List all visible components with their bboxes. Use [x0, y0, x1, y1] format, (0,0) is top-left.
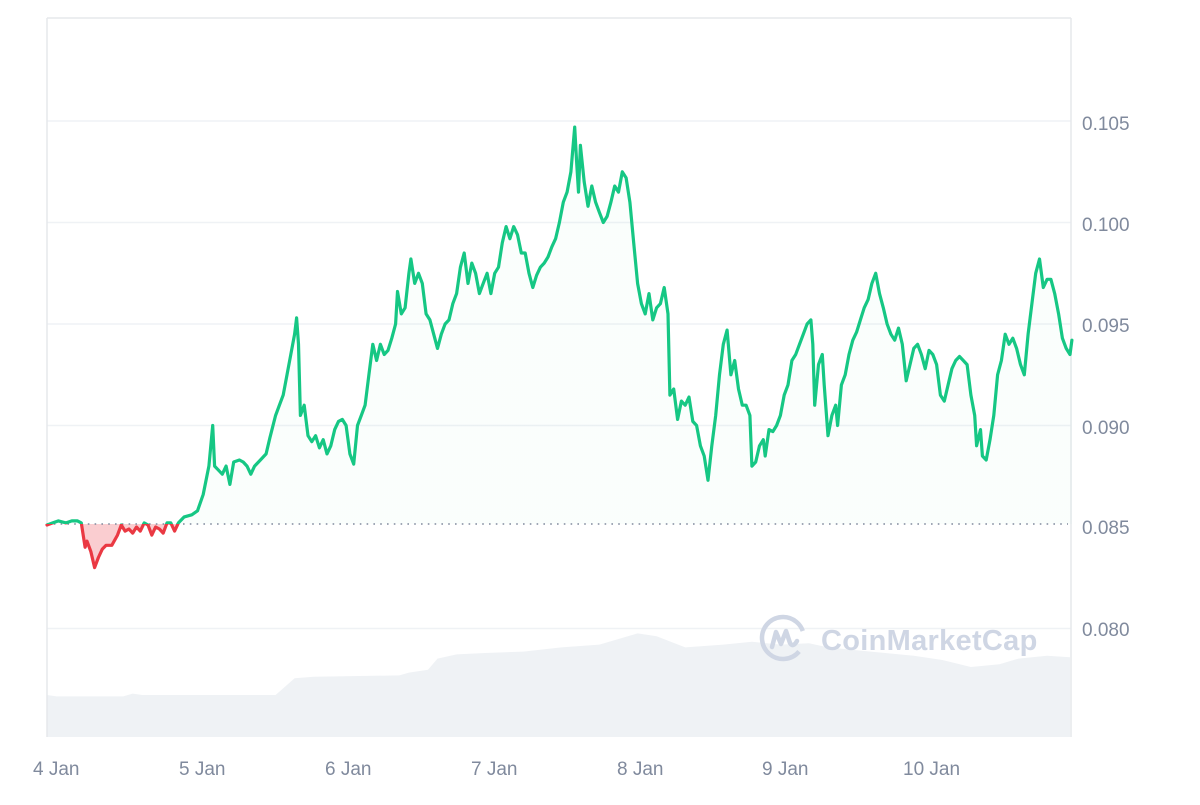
price-line-up[interactable]: [45, 125, 1074, 567]
y-tick-label: 0.095: [1082, 316, 1130, 337]
price-area-up: [47, 127, 1072, 524]
y-tick-label: 0.105: [1082, 114, 1130, 135]
x-tick-label: 5 Jan: [179, 759, 225, 780]
y-tick-label: 0.080: [1082, 620, 1130, 641]
coinmarketcap-logo-icon: [759, 614, 807, 662]
y-tick-label: 0.090: [1082, 418, 1130, 439]
watermark: CoinMarketCap: [759, 614, 1038, 662]
y-tick-label: 0.100: [1082, 215, 1130, 236]
x-tick-label: 6 Jan: [325, 759, 371, 780]
x-tick-label: 8 Jan: [617, 759, 663, 780]
x-tick-label: 4 Jan: [33, 759, 79, 780]
volume-area: [47, 633, 1070, 737]
watermark-text: CoinMarketCap: [821, 625, 1038, 657]
y-axis: 0.105 0.100 0.095 0.090 0.085 0.080: [1082, 114, 1130, 641]
y-tick-label: 0.085: [1082, 518, 1130, 539]
x-axis: 4 Jan 5 Jan 6 Jan 7 Jan 8 Jan 9 Jan 10 J…: [33, 759, 960, 780]
x-tick-label: 9 Jan: [762, 759, 808, 780]
x-tick-label: 7 Jan: [471, 759, 517, 780]
x-tick-label: 10 Jan: [903, 759, 960, 780]
